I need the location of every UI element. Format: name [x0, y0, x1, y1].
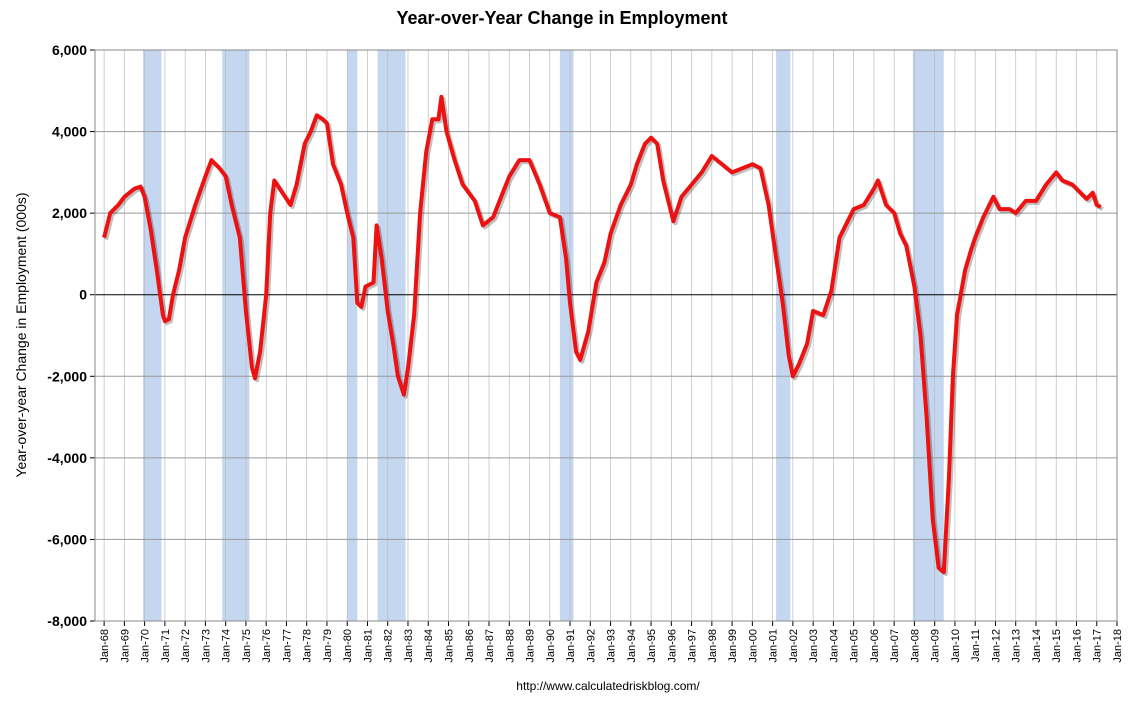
x-tick-label: Jan-78	[302, 629, 314, 663]
x-tick-label: Jan-01	[768, 629, 780, 663]
x-tick-label: Jan-02	[788, 629, 800, 663]
x-tick-label: Jan-07	[889, 629, 901, 663]
x-tick-label: Jan-70	[140, 629, 152, 663]
line	[102, 94, 1102, 575]
x-tick-label: Jan-76	[261, 629, 273, 663]
x-tick-label: Jan-08	[909, 629, 921, 663]
x-tick-label: Jan-84	[423, 629, 435, 663]
x-tick-label: Jan-72	[180, 629, 192, 663]
x-tick-label: Jan-97	[687, 629, 699, 663]
x-tick-label: Jan-12	[990, 629, 1002, 663]
x-tick-label: Jan-10	[950, 629, 962, 663]
x-tick-label: Jan-73	[200, 629, 212, 663]
x-tick-label: Jan-69	[119, 629, 131, 663]
x-tick-label: Jan-82	[383, 629, 395, 663]
x-tick-label: Jan-71	[160, 629, 172, 663]
x-tick-label: Jan-04	[828, 629, 840, 663]
chart-title: Year-over-Year Change in Employment	[396, 8, 727, 28]
y-tick-label: 6,000	[52, 42, 87, 58]
x-tick-label: Jan-13	[1011, 629, 1023, 663]
x-tick-label: Jan-00	[747, 629, 759, 663]
x-tick-label: Jan-09	[930, 629, 942, 663]
recession-band	[776, 50, 791, 621]
x-tick-label: Jan-87	[484, 629, 496, 663]
recession-band	[143, 50, 162, 621]
y-tick-label: -8,000	[47, 613, 87, 629]
plot-border	[94, 49, 1118, 622]
recession-band	[559, 50, 574, 621]
y-tick-label: -6,000	[47, 531, 87, 547]
x-tick-label: Jan-11	[970, 629, 982, 662]
recession-band	[912, 50, 944, 621]
x-tick-label: Jan-16	[1071, 629, 1083, 663]
x-tick-label: Jan-06	[869, 629, 881, 663]
x-tick-label: Jan-85	[443, 629, 455, 663]
x-tick-label: Jan-68	[99, 629, 111, 663]
x-tick-label: Jan-77	[281, 629, 293, 663]
y-axis-label: Year-over-year Change in Employment (000…	[13, 192, 29, 477]
x-tick-label: Jan-95	[646, 629, 658, 663]
y-tick-label: -4,000	[47, 450, 87, 466]
x-tick-label: Jan-79	[322, 629, 334, 663]
x-tick-label: Jan-88	[504, 629, 516, 663]
x-tick-label: Jan-91	[565, 629, 577, 663]
y-tick-label: -2,000	[47, 368, 87, 384]
y-tick-label: 2,000	[52, 205, 87, 221]
x-tick-label: Jan-15	[1051, 629, 1063, 663]
x-tick-label: Jan-17	[1092, 629, 1104, 663]
recession-band	[347, 50, 358, 621]
x-tick-label: Jan-18	[1112, 629, 1124, 663]
x-tick-label: Jan-03	[808, 629, 820, 663]
x-tick-label: Jan-93	[606, 629, 618, 663]
source: http://www.calculatedriskblog.com/	[516, 679, 700, 693]
y-tick-label: 4,000	[52, 124, 87, 140]
x-tick-label: Jan-98	[707, 629, 719, 663]
x-tick-label: Jan-96	[666, 629, 678, 663]
x-tick-label: Jan-94	[626, 629, 638, 663]
x-tick-label: Jan-99	[727, 629, 739, 663]
recession-band	[222, 50, 250, 621]
x-tick-label: Jan-81	[362, 629, 374, 663]
x-tick-label: Jan-74	[221, 629, 233, 663]
x-tick-label: Jan-90	[545, 629, 557, 663]
x-tick-label: Jan-92	[585, 629, 597, 663]
x-tick-label: Jan-14	[1031, 629, 1043, 663]
x-tick-label: Jan-89	[525, 629, 537, 663]
x-tick-label: Jan-86	[464, 629, 476, 663]
x-tick-label: Jan-05	[849, 629, 861, 663]
x-tick-label: Jan-83	[403, 629, 415, 663]
x-tick-label: Jan-75	[241, 629, 253, 663]
x-tick-label: Jan-80	[342, 629, 354, 663]
y-tick-label: 0	[79, 287, 87, 303]
